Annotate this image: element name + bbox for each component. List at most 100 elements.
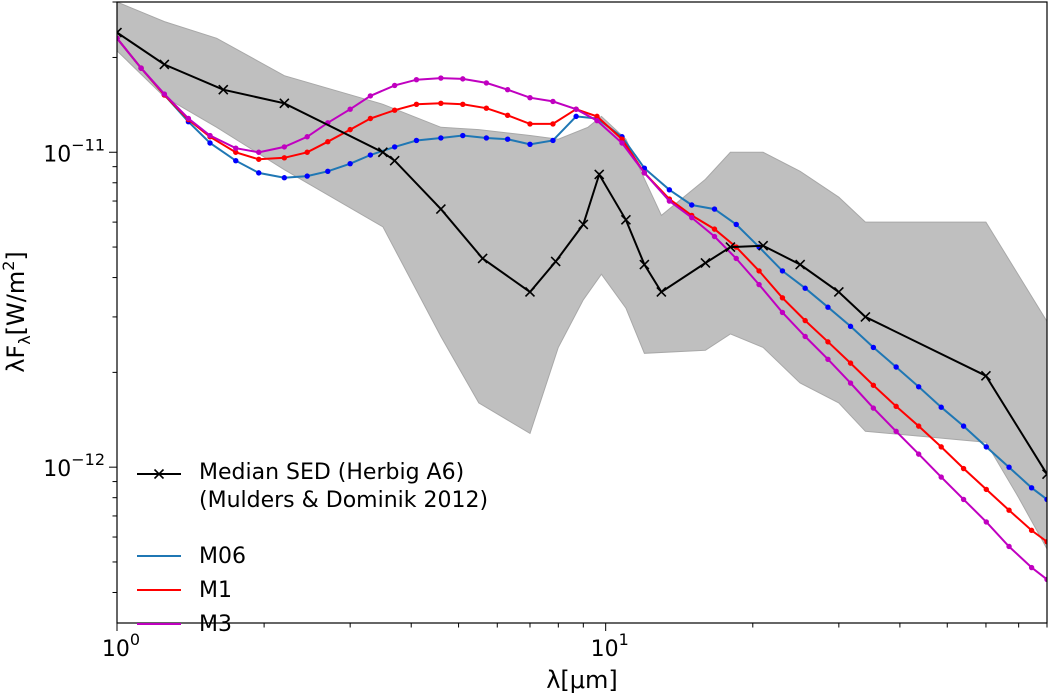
data-point xyxy=(825,304,831,310)
data-point xyxy=(413,76,420,83)
data-point xyxy=(550,98,556,105)
data-point xyxy=(893,403,899,410)
data-point xyxy=(938,444,944,450)
data-point xyxy=(1006,543,1012,550)
legend-label: M1 xyxy=(199,578,232,603)
data-point xyxy=(802,333,808,340)
data-point xyxy=(138,65,144,71)
data-point xyxy=(915,451,922,457)
data-point xyxy=(256,149,262,155)
data-point xyxy=(619,140,625,146)
data-point xyxy=(438,135,444,141)
data-point xyxy=(435,204,446,215)
x-axis-label: λ[μm] xyxy=(546,666,618,693)
data-point xyxy=(960,496,967,503)
data-point xyxy=(666,187,673,193)
legend-label: Median SED (Herbig A6) xyxy=(199,460,464,485)
data-point xyxy=(504,112,511,119)
data-point xyxy=(594,113,600,120)
data-point xyxy=(504,86,511,93)
data-point xyxy=(377,147,388,158)
data-point xyxy=(980,370,992,381)
legend-entry: M06 xyxy=(137,544,246,569)
x-tick-label: 101 xyxy=(591,630,629,662)
data-point xyxy=(524,286,536,298)
data-point xyxy=(391,82,398,89)
legend: Median SED (Herbig A6) (Mulders & Dominik… xyxy=(137,460,488,637)
data-point xyxy=(1041,469,1047,480)
series-line-m1 xyxy=(117,37,1047,543)
data-point xyxy=(700,257,711,269)
data-point xyxy=(256,156,262,162)
data-point xyxy=(666,198,673,204)
spread-band-layer xyxy=(117,2,1047,550)
data-point xyxy=(413,137,420,144)
data-point xyxy=(281,175,288,181)
series-median-sed-herbig-a6 xyxy=(117,27,1047,480)
x-tick-label: 100 xyxy=(102,630,140,662)
data-point xyxy=(938,474,944,480)
data-point xyxy=(1044,576,1047,583)
data-point xyxy=(689,214,695,221)
data-point xyxy=(325,139,331,145)
data-point xyxy=(483,80,490,86)
data-point xyxy=(870,405,877,411)
data-point xyxy=(438,100,444,107)
data-point xyxy=(325,168,331,174)
data-point xyxy=(983,444,989,450)
data-point xyxy=(758,240,769,251)
data-point xyxy=(620,214,631,225)
data-point xyxy=(367,152,374,158)
data-point xyxy=(639,259,650,270)
y-axis-label: λFλ[W/m2] xyxy=(0,251,34,373)
data-point xyxy=(689,202,695,208)
data-point xyxy=(573,106,579,112)
data-point xyxy=(460,76,466,82)
data-point xyxy=(304,134,310,140)
legend-entry: M1 xyxy=(137,578,232,603)
data-point xyxy=(860,311,871,322)
data-point xyxy=(347,160,353,167)
data-point xyxy=(915,423,922,429)
data-point xyxy=(779,268,786,274)
data-point xyxy=(711,233,718,240)
data-point xyxy=(207,140,213,146)
series-line-m3 xyxy=(117,37,1047,581)
data-point xyxy=(477,253,488,264)
y-tick-label: 10−12 xyxy=(43,450,105,482)
data-point xyxy=(847,380,854,386)
data-point xyxy=(347,126,353,133)
data-point xyxy=(483,135,490,141)
data-point xyxy=(527,121,533,127)
series-m3 xyxy=(117,35,1047,583)
data-point xyxy=(960,465,967,472)
data-point xyxy=(711,206,718,212)
data-point xyxy=(983,519,989,525)
data-point xyxy=(733,221,739,228)
series-m1 xyxy=(117,35,1047,545)
data-point xyxy=(870,382,877,388)
data-point xyxy=(870,344,877,351)
data-point xyxy=(161,91,168,97)
data-point xyxy=(847,360,854,366)
data-point xyxy=(389,155,400,166)
legend-entry: M3 xyxy=(137,612,232,637)
data-point xyxy=(550,121,556,127)
data-point xyxy=(550,137,556,144)
data-point xyxy=(233,145,239,151)
data-point xyxy=(281,155,288,161)
data-point xyxy=(893,364,899,370)
data-point xyxy=(304,149,310,155)
data-point xyxy=(218,84,229,95)
data-point xyxy=(460,101,466,107)
data-point xyxy=(504,136,511,142)
data-point xyxy=(413,101,420,107)
data-point xyxy=(304,173,310,179)
data-point xyxy=(279,98,290,109)
data-point xyxy=(847,323,854,330)
plot-frame xyxy=(116,1,1048,624)
data-point xyxy=(391,107,398,113)
data-point xyxy=(256,170,262,176)
data-point xyxy=(281,144,288,150)
